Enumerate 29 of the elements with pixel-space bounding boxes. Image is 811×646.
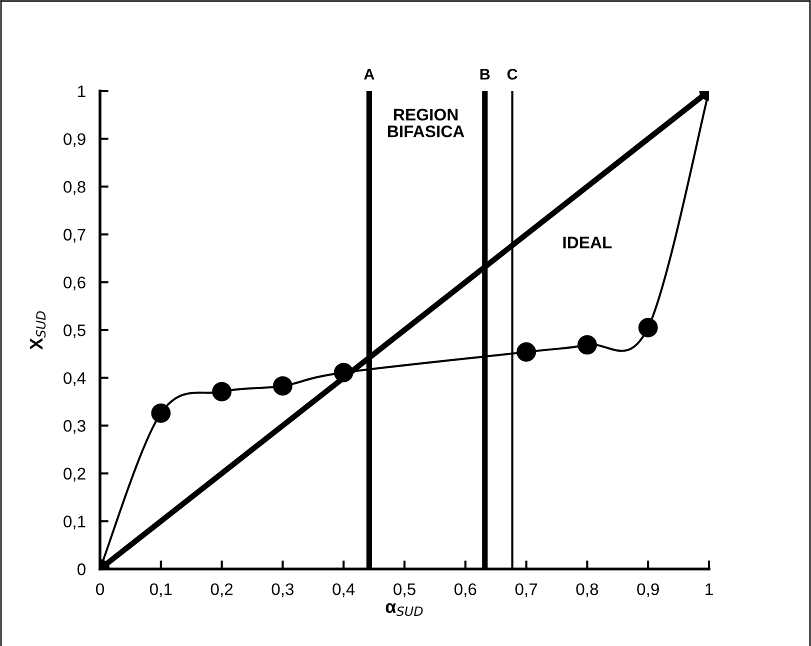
ref-line-label: C — [507, 68, 518, 80]
y-tick-label: 0,8 — [64, 181, 86, 195]
ref-line-label: A — [364, 68, 374, 80]
y-tick-label: 0 — [77, 563, 86, 576]
x-axis-title: α$_{SUD}$ — [386, 603, 423, 616]
y-tick-label: 0,4 — [64, 372, 86, 386]
y-tick-label: 0,3 — [64, 420, 86, 434]
annotation: IDEAL — [563, 236, 612, 248]
y-axis-title: X$_{SUD}$ — [30, 311, 46, 350]
x-tick-label: 0,5 — [394, 583, 416, 598]
annotation: REGION BIFASICA — [388, 108, 464, 138]
x-tick-label: 0,7 — [515, 583, 538, 598]
x-tick-label: 0,9 — [637, 583, 659, 598]
y-tick-label: 0,7 — [64, 228, 86, 243]
x-tick-label: 1 — [706, 584, 713, 595]
y-tick-label: 0,9 — [64, 133, 86, 147]
x-tick-label: 0,1 — [150, 583, 172, 598]
y-tick-label: 1 — [78, 86, 86, 98]
y-tick-label: 0,6 — [64, 276, 86, 290]
x-tick-label: 0,6 — [454, 583, 476, 598]
x-tick-label: 0,3 — [272, 583, 294, 598]
x-tick-label: 0,2 — [210, 583, 233, 598]
y-tick-label: 0,2 — [64, 468, 86, 482]
y-tick-label: 0,5 — [64, 324, 86, 338]
ref-line-label: B — [480, 68, 490, 80]
x-tick-label: 0,8 — [576, 583, 598, 598]
x-tick-label: 0 — [96, 583, 104, 596]
y-tick-label: 0,1 — [64, 516, 86, 530]
x-tick-label: 0,4 — [332, 583, 355, 598]
